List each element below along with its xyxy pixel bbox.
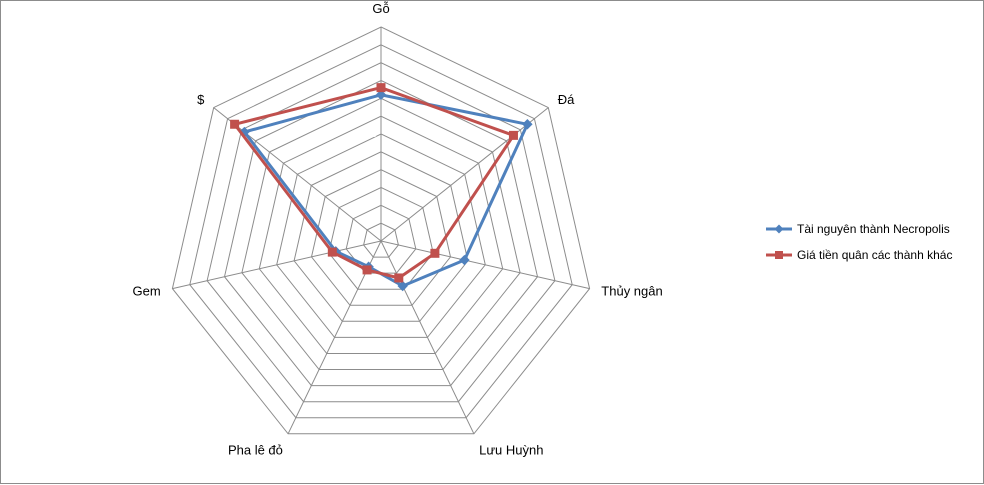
legend-marker xyxy=(774,224,784,234)
grid-ring xyxy=(276,133,486,338)
grid-ring xyxy=(189,44,573,419)
axis-label: Đá xyxy=(558,92,575,107)
data-point xyxy=(397,280,408,292)
axis-label: Gem xyxy=(133,283,161,298)
data-point xyxy=(376,83,386,93)
legend-item: Tài nguyên thành Necropolis xyxy=(766,222,950,236)
grid-ring xyxy=(171,26,591,435)
grid-ring xyxy=(223,79,539,387)
grid-spoke xyxy=(380,240,475,435)
data-point xyxy=(522,119,533,130)
data-point xyxy=(362,265,372,275)
series-line xyxy=(233,86,515,280)
legend-label: Tài nguyên thành Necropolis xyxy=(797,222,950,236)
data-point xyxy=(459,254,470,266)
radar-axis-labels: Gỗ Đá Thủy ngân Lưu Huỳnh Pha lê đỏ Gem $ xyxy=(133,1,663,458)
data-point xyxy=(430,248,440,258)
radar-grid: 60 xyxy=(171,26,591,435)
grid-ring xyxy=(206,62,556,403)
data-point xyxy=(394,273,404,283)
grid-ring xyxy=(310,169,452,306)
data-point xyxy=(327,247,337,257)
grid-ring xyxy=(363,222,399,258)
legend: Tài nguyên thành Necropolis Giá tiền quân… xyxy=(766,222,952,262)
axis-label: Pha lê đỏ xyxy=(228,443,283,458)
tick-label: 60 xyxy=(367,129,377,139)
radar-series xyxy=(230,83,533,292)
data-point xyxy=(508,130,518,140)
series-2 xyxy=(230,83,518,283)
axis-label: $ xyxy=(197,92,205,107)
legend-item: Giá tiền quân các thành khác xyxy=(766,248,952,262)
grid-spoke xyxy=(380,240,590,290)
series-line xyxy=(242,93,529,288)
legend-label: Giá tiền quân các thành khác xyxy=(797,248,952,262)
grid-spoke xyxy=(172,240,382,290)
legend-marker xyxy=(775,251,783,259)
data-point xyxy=(375,89,387,100)
axis-label: Gỗ xyxy=(372,1,389,16)
data-point xyxy=(230,119,240,129)
grid-ring xyxy=(241,97,521,370)
axis-label: Thủy ngân xyxy=(601,283,662,298)
grid-ring xyxy=(328,186,434,290)
grid-ring xyxy=(293,151,469,322)
grid-spoke xyxy=(380,107,549,242)
axis-label: Lưu Huỳnh xyxy=(479,443,543,458)
